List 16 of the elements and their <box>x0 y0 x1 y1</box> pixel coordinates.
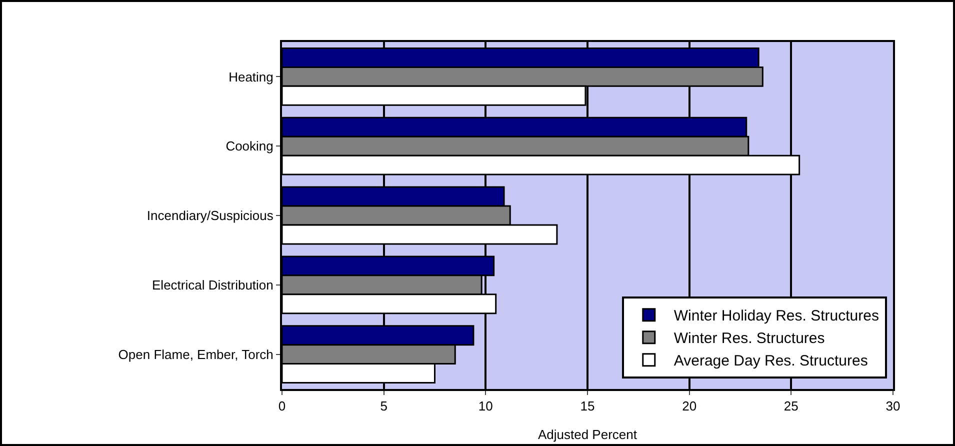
legend-label: Average Day Res. Structures <box>674 352 868 370</box>
x-tick-label: 25 <box>784 398 798 414</box>
x-tick-label: 0 <box>278 398 286 414</box>
x-axis-title: Adjusted Percent <box>538 427 638 442</box>
y-tick-label: Incendiary/Suspicious <box>146 208 274 224</box>
y-tick-label: Open Flame, Ember, Torch <box>118 346 274 362</box>
x-tick-label: 20 <box>682 398 697 414</box>
y-tick-label: Electrical Distribution <box>152 277 274 292</box>
x-tick-label: 10 <box>478 398 493 414</box>
y-tick-label: Cooking <box>226 138 274 154</box>
legend-label: Winter Holiday Res. Structures <box>674 308 879 325</box>
x-tick-label: 30 <box>886 398 900 414</box>
x-tick-label: 5 <box>380 398 388 414</box>
legend-label: Winter Res. Structures <box>674 330 825 348</box>
x-tick-label: 15 <box>580 398 595 414</box>
y-tick-label: Heating <box>228 69 274 84</box>
